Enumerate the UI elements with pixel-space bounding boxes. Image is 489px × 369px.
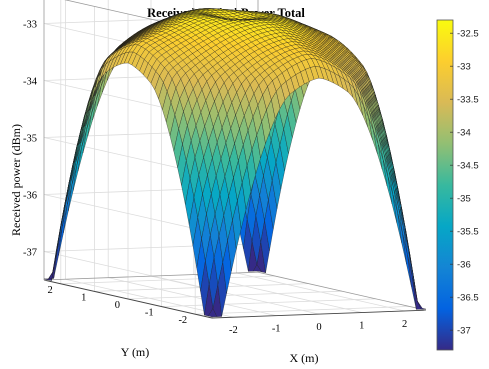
colorbar-tick-label: -34	[457, 128, 471, 139]
colorbar-tick-label: -37	[457, 326, 471, 337]
grid-line	[127, 290, 343, 300]
colorbar-tick-label: -35	[457, 194, 471, 205]
y-tick-label: 2	[48, 285, 53, 296]
axis-ticks: -33 -34 -35 -36 -37 2 1 0 -1 -2 -2 -1 0 1 2	[23, 20, 407, 337]
colorbar-tick-label: -32.5	[457, 29, 479, 40]
x-axis-label: X (m)	[290, 351, 319, 365]
x-tick-label: -1	[272, 324, 281, 335]
x-tick-label: 1	[359, 321, 364, 332]
grid-line	[161, 298, 376, 307]
grid-line	[195, 306, 410, 315]
colorbar-tick-label: -36.5	[457, 293, 479, 304]
z-tick-label: -33	[23, 20, 37, 31]
x-tick-label: 2	[402, 319, 407, 330]
z-axis-label: Received power (dBm)	[9, 124, 23, 236]
surface-patch	[417, 300, 427, 310]
colorbar-tick-label: -33	[457, 62, 471, 73]
colorbar-tick-label: -35.5	[457, 227, 479, 238]
axis-edge	[257, 271, 427, 311]
colorbar: -32.5 -33 -33.5 -34 -34.5 -35 -35.5 -36 -36.5 -37	[436, 19, 479, 351]
axes-grid	[43, 0, 427, 319]
colorbar-gradient	[436, 19, 454, 351]
y-axis-line	[43, 279, 213, 319]
z-tick-label: -36	[23, 191, 37, 202]
x-tick-label: -2	[229, 325, 238, 336]
x-axis-line	[211, 309, 427, 319]
y-tick-label: 0	[115, 300, 120, 311]
y-tick-label: -2	[178, 315, 187, 326]
surface-patch	[407, 255, 417, 310]
colorbar-tick-label: -36	[457, 260, 471, 271]
y-tick-label: 1	[81, 292, 86, 303]
surface-plot	[43, 8, 427, 318]
grid-line	[60, 275, 275, 285]
z-tick-label: -35	[23, 134, 37, 145]
z-tick-label: -34	[23, 77, 38, 88]
x-tick-label: 0	[316, 322, 321, 333]
y-tick-label: -1	[145, 308, 154, 319]
colorbar-tick-label: -34.5	[457, 161, 479, 172]
colorbar-tick-label: -33.5	[457, 95, 479, 106]
z-tick-label: -37	[23, 248, 37, 259]
y-axis-label: Y (m)	[121, 345, 150, 359]
